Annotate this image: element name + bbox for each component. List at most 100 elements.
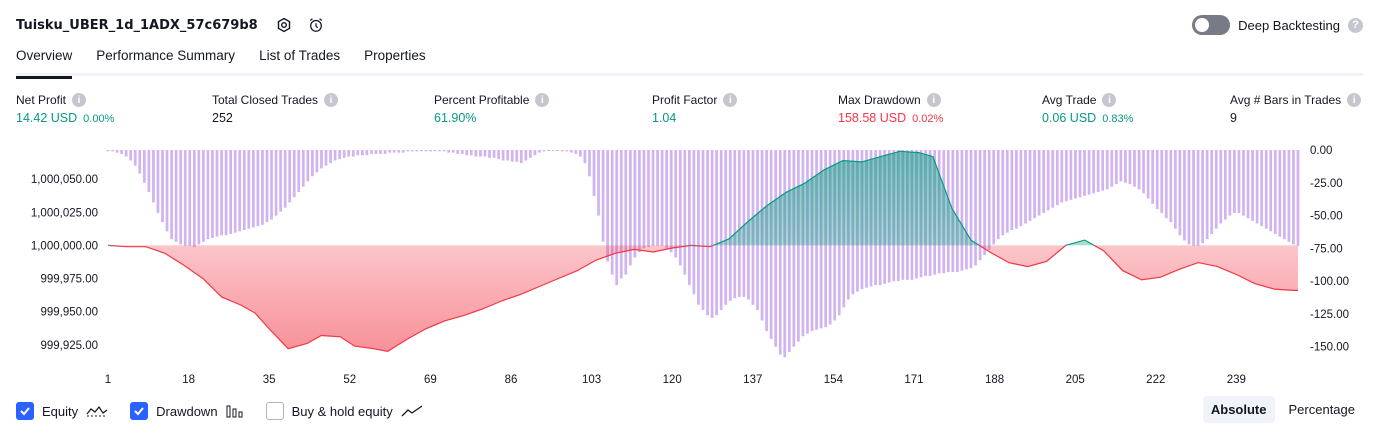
drawdown-bar [556,150,560,151]
info-icon[interactable]: i [926,93,941,107]
equity-checkbox[interactable] [16,402,34,420]
percentage-button[interactable]: Percentage [1288,402,1356,417]
drawdown-bar [479,150,482,157]
drawdown-bar [483,150,487,157]
tab-performance-summary[interactable]: Performance Summary [96,48,236,63]
info-icon[interactable]: i [1347,93,1362,107]
right-tick-label: 0.00 [1310,145,1332,157]
drawdown-bar [501,150,505,161]
drawdown-bar [678,150,682,266]
drawdown-bar [597,150,600,216]
drawdown-bar [519,150,523,164]
stat-value: 0.06 USD [1042,111,1097,125]
drawdown-bar [351,150,355,157]
drawdown-bar [551,150,555,151]
tab-list-of-trades[interactable]: List of Trades [259,48,341,63]
drawdown-bar [1092,150,1095,194]
drawdown-bar [1046,150,1050,211]
drawdown-bar [1105,150,1109,190]
chart-legend: Equity Drawdown Buy & hold equity Absolu… [16,396,1363,423]
equity-line-loss [107,245,1298,353]
info-icon[interactable]: i [535,93,550,107]
drawdown-bar [288,150,292,203]
drawdown-bar [1042,150,1046,213]
drawdown-bar [1187,150,1191,245]
drawdown-bar [1037,150,1041,216]
strategy-title: Tuisku_UBER_1d_1ADX_57c679b8 [16,17,258,33]
stat-value: 14.42 USD [16,111,78,125]
drawdown-bar [724,150,728,305]
drawdown-bar [1255,150,1259,224]
drawdown-bar [1001,150,1005,236]
add-alert-icon[interactable] [308,17,324,33]
drawdown-bar [283,150,287,208]
drawdown-bar [492,150,496,158]
legend-equity[interactable]: Equity [16,402,108,420]
help-icon[interactable]: ? [1348,17,1363,33]
drawdown-bar [401,150,405,153]
drawdown-bar [1160,150,1164,213]
stats-row: Net Profit i 14.42 USD 0.00% Total Closed … [16,93,1363,129]
right-tick-label: -125.00 [1310,309,1349,321]
stat-avg-bars-in-trades: Avg # Bars in Trades i 9 [1230,93,1362,125]
settings-icon[interactable] [276,17,292,33]
absolute-button[interactable]: Absolute [1202,396,1275,423]
stat-percent: 0.83% [1102,113,1134,125]
drawdown-bar [251,150,255,228]
drawdown-bar [188,150,192,246]
drawdown-bars-icon [226,404,244,418]
drawdown-bar [170,150,173,240]
deep-backtesting-toggle[interactable] [1192,15,1231,35]
drawdown-bar [588,150,591,177]
drawdown-bar [1201,150,1204,244]
drawdown-bar [165,150,169,232]
info-icon[interactable]: i [324,93,339,107]
stat-percent: 0.00% [83,113,115,125]
stat-net-profit: Net Profit i 14.42 USD 0.00% [16,93,114,125]
drawdown-bar [397,150,401,153]
drawdown-bar [429,150,432,152]
drawdown-bar [242,150,246,231]
drawdown-bar [115,150,119,153]
x-tick-label: 239 [1227,374,1246,386]
drawdown-bar [265,150,269,223]
drawdown-bar [460,150,464,154]
drawdown-bar [1233,150,1236,213]
drawdown-bar [1114,150,1118,185]
info-icon[interactable]: i [1102,93,1117,107]
deep-backtesting-label: Deep Backtesting [1238,17,1340,33]
equity-drawdown-chart[interactable]: 1,000,050.00 1,000,025.00 1,000,000.00 999,… [0,140,1379,390]
drawdown-bar [301,150,305,187]
drawdown-bar [538,150,541,153]
tab-overview[interactable]: Overview [16,44,73,79]
left-axis: 1,000,050.00 1,000,025.00 1,000,000.00 999,… [31,174,98,352]
drawdown-bar [506,150,510,161]
info-icon[interactable]: i [72,93,87,107]
x-tick-label: 52 [343,374,356,386]
legend-buy-hold[interactable]: Buy & hold equity [265,402,423,420]
drawdown-bar [324,150,328,166]
drawdown-bar [1251,150,1254,221]
drawdown-bar [792,150,796,347]
drawdown-bar [1242,150,1245,216]
drawdown-bar [152,150,155,203]
drawdown-bar [447,150,451,153]
drawdown-bar [669,150,673,253]
drawdown-bar [996,150,1000,240]
drawdown-bar [742,150,746,297]
drawdown-bar [1210,150,1214,234]
stat-value: 1.04 [652,111,677,125]
buy-hold-checkbox[interactable] [265,402,284,420]
drawdown-bar [129,150,133,161]
legend-label: Drawdown [156,403,218,419]
right-tick-label: -50.00 [1310,211,1343,223]
drawdown-bar [647,150,650,248]
drawdown-bar [1246,150,1250,219]
drawdown-bar [1051,150,1055,208]
info-icon[interactable]: i [723,93,738,107]
drawdown-bar [697,150,700,305]
legend-drawdown[interactable]: Drawdown [130,402,243,420]
drawdown-bar [1110,150,1114,187]
drawdown-checkbox[interactable] [130,402,149,420]
tab-properties[interactable]: Properties [364,48,426,63]
